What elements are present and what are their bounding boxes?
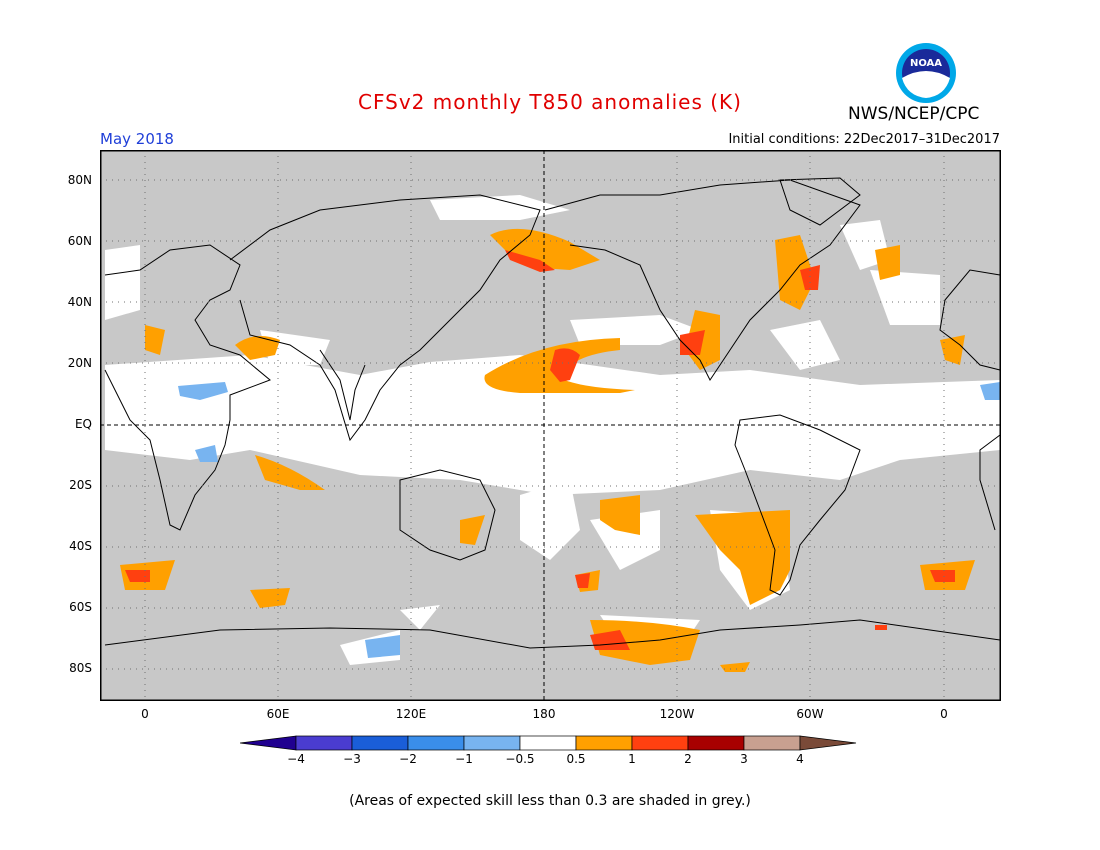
lon-label-0-east: 0 (940, 707, 948, 721)
legend-tick-label: −1 (455, 752, 473, 766)
legend-tick-label: −4 (287, 752, 305, 766)
lon-label-0: 0 (141, 707, 149, 721)
legend-tick-label: −2 (399, 752, 417, 766)
skill-footnote: (Areas of expected skill less than 0.3 a… (349, 793, 751, 809)
coastlines (104, 177, 1001, 649)
lat-label-80s: 80S (69, 661, 92, 675)
legend-tick-label: 4 (796, 752, 804, 766)
legend-box (295, 735, 353, 751)
legend-box (631, 735, 689, 751)
legend-tick-label: 1 (628, 752, 636, 766)
noaa-logo-text: NOAA (910, 58, 942, 69)
legend-right-triangle (799, 735, 857, 751)
negative-anomaly-regions (178, 382, 1000, 658)
equator-and-dateline (100, 150, 1001, 701)
map-frame (100, 150, 1001, 701)
legend-box (351, 735, 409, 751)
legend-box (463, 735, 521, 751)
lat-label-eq: EQ (74, 417, 92, 431)
legend-tick-label: 3 (740, 752, 748, 766)
lon-label-180: 180 (532, 707, 556, 721)
initial-conditions: Initial conditions: 22Dec2017–31Dec2017 (728, 132, 1000, 147)
map-title: CFSv2 monthly T850 anomalies (K) (358, 90, 742, 114)
lat-label-40n: 40N (67, 295, 92, 309)
lon-label-120e: 120E (395, 707, 427, 721)
legend-tick-label: 0.5 (566, 752, 586, 766)
lon-label-120w: 120W (659, 707, 695, 721)
agency-label: NWS/NCEP/CPC (848, 104, 980, 124)
color-legend (240, 735, 857, 751)
lat-label-60n: 60N (67, 234, 92, 248)
graticule (100, 150, 1001, 701)
legend-left-triangle (240, 735, 297, 751)
lat-label-40s: 40S (69, 539, 92, 553)
legend-box (743, 735, 801, 751)
legend-tick-label: 2 (684, 752, 692, 766)
legend-tick-label: −0.5 (505, 752, 535, 766)
noaa-logo: NOAA (896, 43, 956, 103)
anomaly-map (100, 150, 1001, 701)
forecast-period: May 2018 (100, 130, 174, 148)
legend-box (407, 735, 465, 751)
legend-tick-label: −3 (343, 752, 361, 766)
lat-label-60s: 60S (69, 600, 92, 614)
lon-label-60e: 60E (266, 707, 290, 721)
lon-label-60w: 60W (796, 707, 824, 721)
legend-box (687, 735, 745, 751)
lat-label-80n: 80N (67, 173, 92, 187)
lat-label-20n: 20N (67, 356, 92, 370)
lat-label-20s: 20S (69, 478, 92, 492)
legend-box (575, 735, 633, 751)
legend-box (519, 735, 577, 751)
